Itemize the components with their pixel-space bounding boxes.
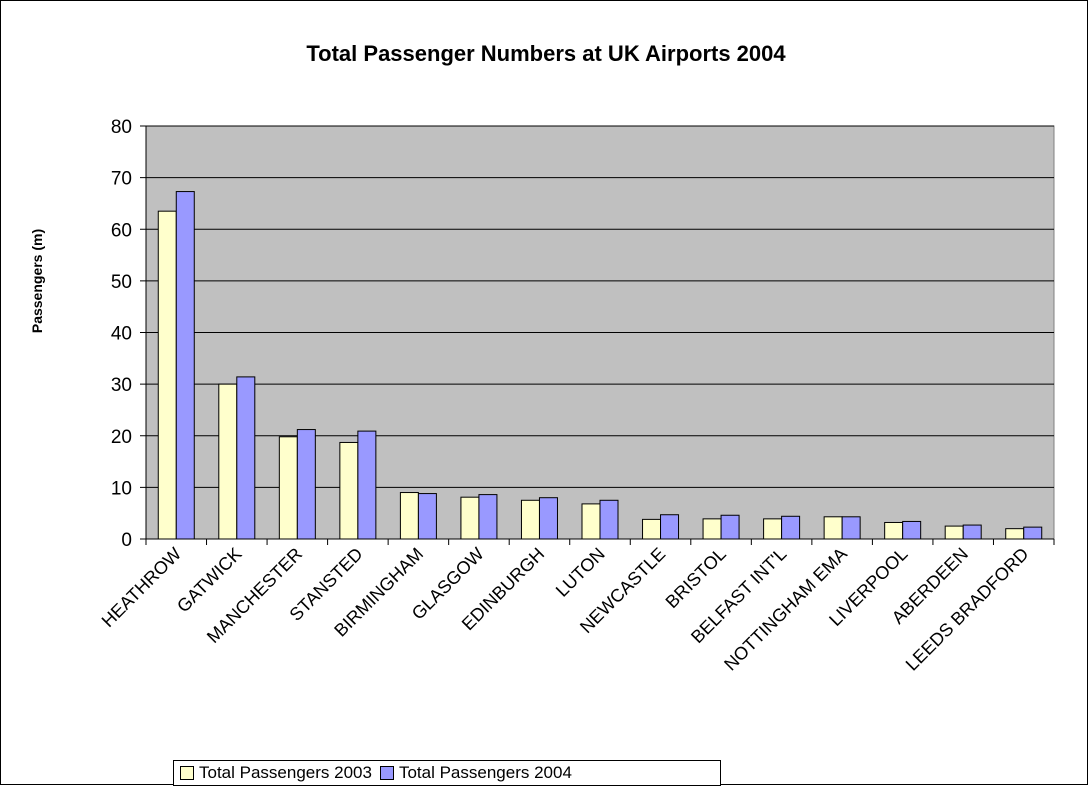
bar-2004: [1024, 527, 1042, 539]
x-tick-label: LEEDS BRADFORD: [902, 544, 1033, 675]
bar-2003: [643, 519, 661, 539]
bar-2003: [885, 522, 903, 539]
plot-area: 01020304050607080HEATHROWGATWICKMANCHEST…: [98, 117, 1054, 675]
bar-2004: [661, 515, 679, 539]
bar-2003: [764, 519, 782, 539]
bar-2003: [400, 493, 418, 539]
y-tick-label: 10: [111, 478, 132, 499]
y-tick-label: 50: [111, 272, 132, 293]
bar-2003: [824, 517, 842, 539]
legend-label-2004: Total Passengers 2004: [399, 763, 572, 783]
bar-2003: [945, 526, 963, 539]
x-tick-label: HEATHROW: [98, 544, 185, 631]
bar-2003: [158, 211, 176, 539]
bar-2003: [521, 500, 539, 539]
bar-2004: [297, 430, 315, 539]
y-tick-label: 40: [111, 324, 132, 345]
bar-2003: [1006, 529, 1024, 539]
bar-2003: [340, 442, 358, 539]
bar-2004: [237, 377, 255, 539]
bar-2003: [582, 504, 600, 539]
bar-2004: [418, 494, 436, 539]
bar-2003: [461, 497, 479, 539]
legend-swatch-2004: [380, 766, 394, 780]
bar-2004: [600, 500, 618, 539]
bar-2004: [176, 192, 194, 539]
bar-2003: [219, 384, 237, 539]
y-tick-label: 60: [111, 220, 132, 241]
bar-2004: [479, 495, 497, 539]
bar-2004: [721, 515, 739, 539]
bar-2004: [358, 431, 376, 539]
bar-2004: [539, 498, 557, 539]
x-tick-label: LUTON: [552, 544, 609, 601]
y-tick-label: 80: [111, 117, 132, 138]
legend-item-2004: Total Passengers 2004: [380, 763, 572, 783]
bar-2004: [842, 517, 860, 539]
bar-2004: [903, 521, 921, 539]
y-tick-label: 20: [111, 427, 132, 448]
legend-item-2003: Total Passengers 2003: [180, 763, 372, 783]
bar-2003: [703, 519, 721, 539]
bar-2004: [782, 516, 800, 539]
bar-2003: [279, 437, 297, 539]
legend-swatch-2003: [180, 766, 194, 780]
legend-label-2003: Total Passengers 2003: [199, 763, 372, 783]
y-tick-label: 30: [111, 375, 132, 396]
y-tick-label: 0: [121, 530, 132, 551]
chart-title: Total Passenger Numbers at UK Airports 2…: [306, 41, 786, 66]
bar-2004: [963, 525, 981, 539]
legend: Total Passengers 2003 Total Passengers 2…: [173, 760, 721, 786]
y-tick-label: 70: [111, 169, 132, 190]
y-axis-label: Passengers (m): [29, 229, 45, 333]
